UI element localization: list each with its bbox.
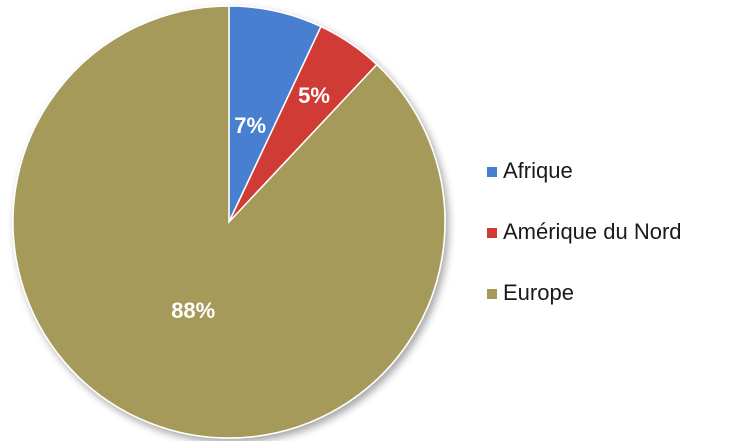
legend-item-europe: Europe (487, 280, 574, 305)
legend-item-afrique: Afrique (487, 158, 573, 183)
pie-data-labels: 7% 5% 88% (171, 83, 330, 323)
pie-slices (12, 5, 446, 439)
legend-swatch-europe (487, 289, 497, 299)
legend-label-afrique: Afrique (503, 158, 573, 183)
legend-swatch-amerique-du-nord (487, 228, 497, 238)
data-label-europe: 88% (171, 298, 215, 323)
legend-label-europe: Europe (503, 280, 574, 305)
legend: Afrique Amérique du Nord Europe (487, 158, 682, 305)
data-label-amerique-du-nord: 5% (298, 83, 330, 108)
legend-label-amerique-du-nord: Amérique du Nord (503, 219, 682, 244)
legend-item-amerique-du-nord: Amérique du Nord (487, 219, 682, 244)
pie-slice-europe (12, 5, 446, 439)
legend-swatch-afrique (487, 167, 497, 177)
data-label-afrique: 7% (234, 113, 266, 138)
